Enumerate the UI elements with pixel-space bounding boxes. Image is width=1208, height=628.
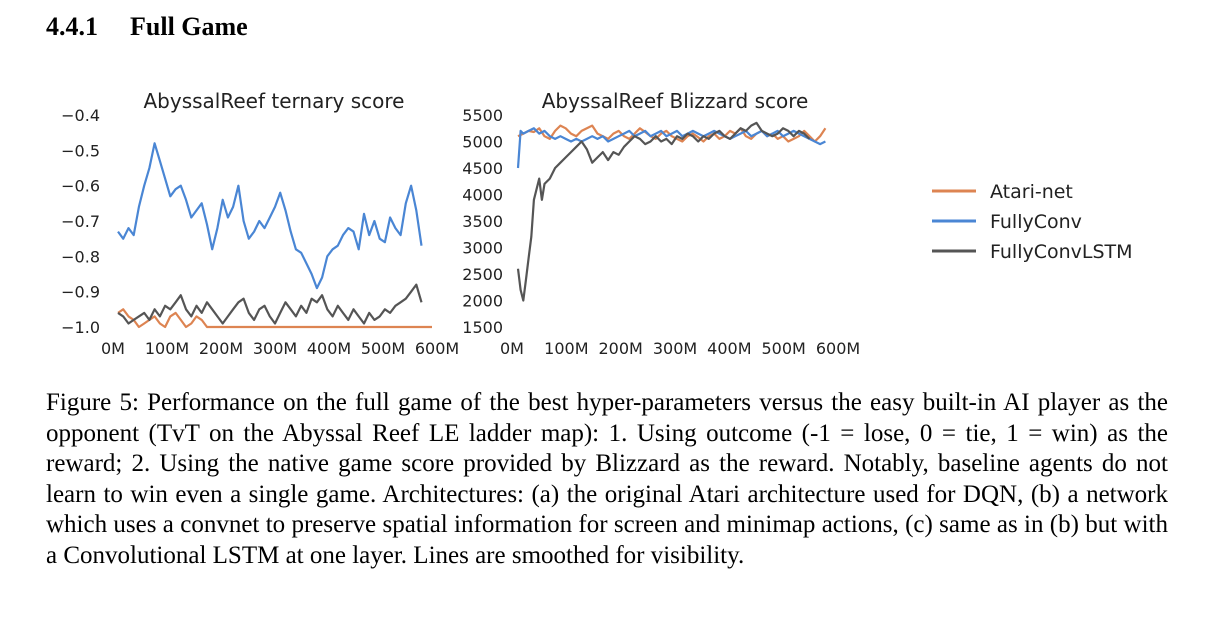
blizzard-series-fullyconvlstm bbox=[516, 121, 811, 302]
ternary-xtick-label: 100M bbox=[145, 339, 189, 358]
plot-blizzard-title: AbyssalReef Blizzard score bbox=[542, 89, 809, 113]
blizzard-xtick-label: 500M bbox=[761, 339, 805, 358]
ternary-series-atari-net bbox=[117, 308, 432, 329]
ternary-series-fullyconvlstm bbox=[117, 283, 423, 325]
ternary-xtick-label: 300M bbox=[253, 339, 297, 358]
blizzard-xtick-label: 300M bbox=[653, 339, 697, 358]
ternary-ytick-label: −0.7 bbox=[61, 212, 100, 231]
legend: Atari-net FullyConv FullyConvLSTM bbox=[932, 181, 1133, 263]
blizzard-xtick-label: 600M bbox=[816, 339, 860, 358]
plot-ternary: AbyssalReef ternary score −0.4 −0.5 −0.6 −0… bbox=[61, 89, 459, 358]
figure: AbyssalReef ternary score −0.4 −0.5 −0.6 −0… bbox=[61, 89, 1133, 358]
ternary-ytick-label: −0.4 bbox=[61, 106, 100, 125]
section-heading: 4.4.1 Full Game bbox=[46, 12, 248, 42]
blizzard-ytick-label: 3500 bbox=[462, 212, 503, 231]
blizzard-ytick-label: 1500 bbox=[462, 318, 503, 337]
ternary-ytick-label: −0.9 bbox=[61, 283, 100, 302]
blizzard-ytick-label: 5500 bbox=[462, 106, 503, 125]
ternary-ytick-label: −0.6 bbox=[61, 177, 100, 196]
blizzard-xtick-label: 0M bbox=[500, 339, 524, 358]
legend-label: FullyConvLSTM bbox=[990, 241, 1133, 263]
figure-caption: Figure 5: Performance on the full game o… bbox=[46, 388, 1168, 572]
ternary-xtick-label: 200M bbox=[199, 339, 243, 358]
ternary-series-fullyconv bbox=[117, 142, 423, 290]
blizzard-xtick-label: 200M bbox=[598, 339, 642, 358]
ternary-ytick-label: −0.5 bbox=[61, 141, 100, 160]
blizzard-ytick-label: 4000 bbox=[462, 186, 503, 205]
ternary-xtick-label: 400M bbox=[307, 339, 351, 358]
ternary-ytick-label: −1.0 bbox=[61, 318, 100, 337]
ternary-ytick-label: −0.8 bbox=[61, 247, 100, 266]
blizzard-xtick-label: 100M bbox=[544, 339, 588, 358]
blizzard-ytick-label: 3000 bbox=[462, 239, 503, 258]
blizzard-ytick-label: 2000 bbox=[462, 292, 503, 311]
blizzard-ytick-label: 5000 bbox=[462, 133, 503, 152]
ternary-xtick-label: 0M bbox=[101, 339, 125, 358]
blizzard-ytick-label: 4500 bbox=[462, 159, 503, 178]
section-number: 4.4.1 bbox=[46, 12, 98, 41]
ternary-xtick-label: 500M bbox=[361, 339, 405, 358]
blizzard-xtick-label: 400M bbox=[707, 339, 751, 358]
caption-text: Figure 5: Performance on the full game o… bbox=[46, 389, 1168, 569]
ternary-xtick-label: 600M bbox=[415, 339, 459, 358]
blizzard-ytick-label: 2500 bbox=[462, 265, 503, 284]
blizzard-series-fullyconv bbox=[516, 127, 826, 169]
plot-ternary-title: AbyssalReef ternary score bbox=[144, 89, 405, 113]
section-title: Full Game bbox=[130, 12, 248, 41]
legend-label: Atari-net bbox=[990, 181, 1073, 203]
legend-label: FullyConv bbox=[990, 211, 1082, 233]
plot-blizzard: AbyssalReef Blizzard score 5500 5000 4500 4… bbox=[462, 89, 860, 358]
